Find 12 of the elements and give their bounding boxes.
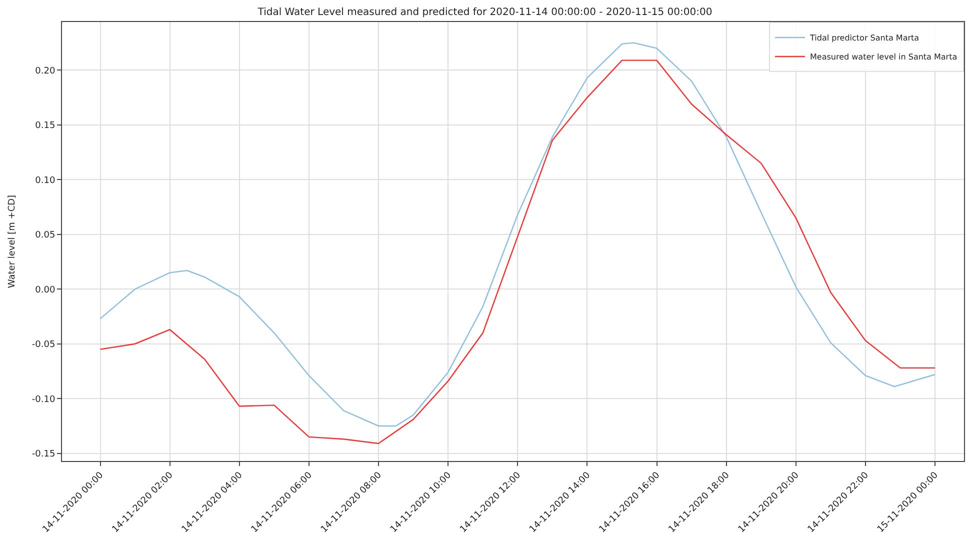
y-tick-label: 0.00 <box>35 285 56 296</box>
y-tick-label: -0.15 <box>32 449 56 460</box>
legend-label: Tidal predictor Santa Marta <box>809 34 920 43</box>
y-tick-label: 0.10 <box>35 176 56 186</box>
y-tick-label: 0.05 <box>35 230 56 241</box>
y-axis-title: Water level [m +CD] <box>7 194 18 288</box>
y-tick-label: -0.10 <box>32 394 56 405</box>
legend-label: Measured water level in Santa Marta <box>810 52 958 62</box>
y-tick-label: 0.15 <box>35 121 56 132</box>
chart-title: Tidal Water Level measured and predicted for 2020-11-14 00:00:00 - 2020-11-15 00:00:00 <box>256 7 712 18</box>
y-tick-label: -0.05 <box>32 340 56 350</box>
y-tick-label: 0.20 <box>35 66 56 76</box>
